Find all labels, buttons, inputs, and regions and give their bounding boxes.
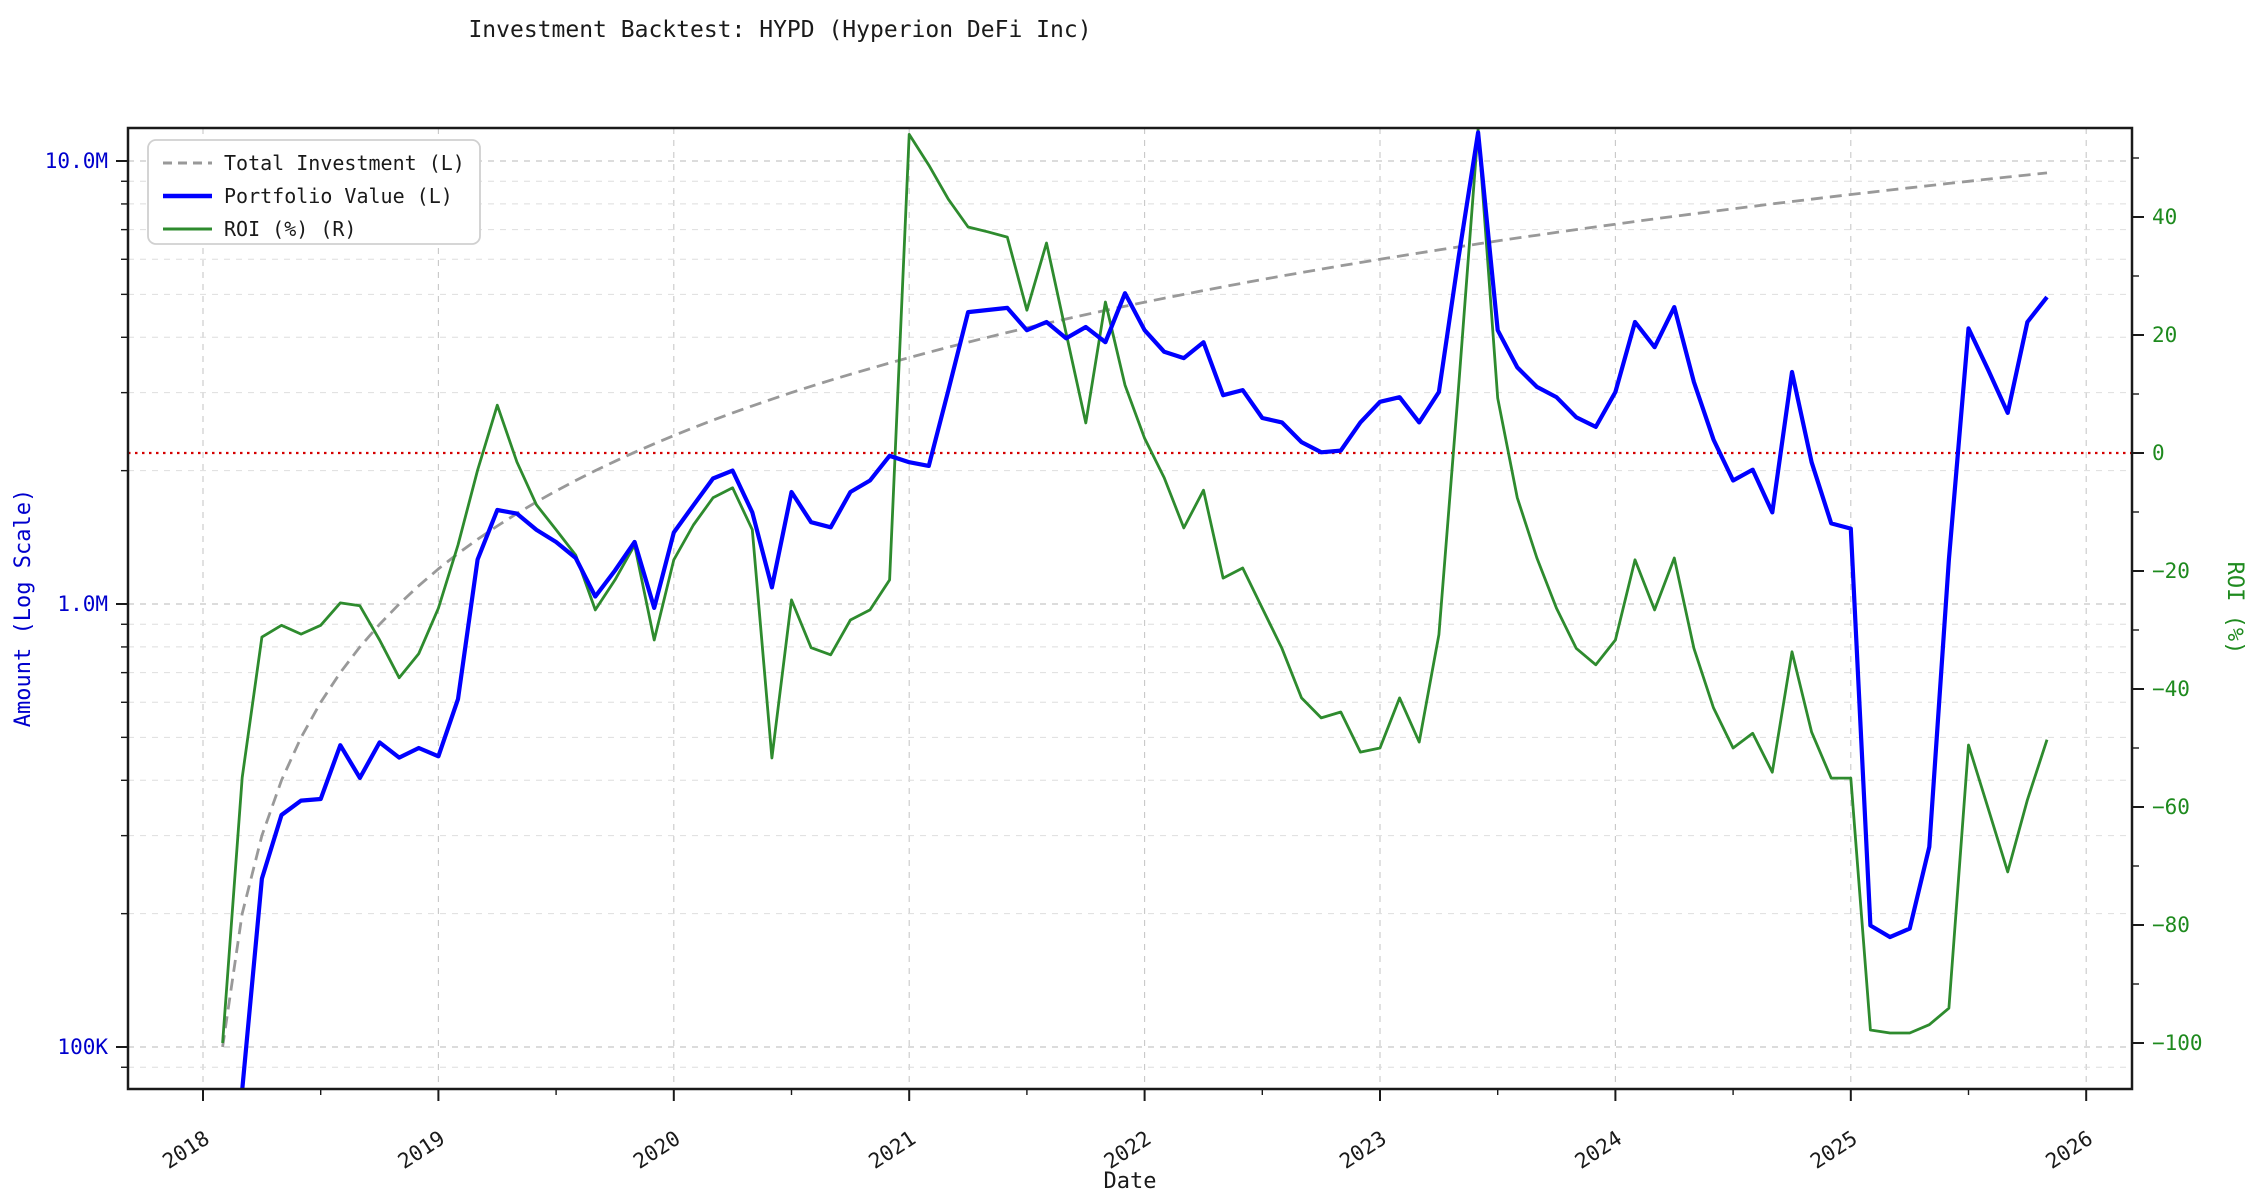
svg-text:−40: −40 bbox=[2152, 677, 2190, 701]
svg-text:2020: 2020 bbox=[629, 1126, 684, 1174]
right-axis-label: ROI (%) bbox=[2222, 562, 2247, 655]
svg-text:−80: −80 bbox=[2152, 913, 2190, 937]
plot-frame bbox=[126, 126, 2134, 1091]
chart-title: Investment Backtest: HYPD (Hyperion DeFi… bbox=[468, 17, 1091, 43]
svg-text:−60: −60 bbox=[2152, 795, 2190, 819]
svg-text:2023: 2023 bbox=[1335, 1126, 1390, 1174]
svg-text:20: 20 bbox=[2152, 323, 2177, 347]
series-lines bbox=[221, 128, 2049, 1089]
legend: Total Investment (L) Portfolio Value (L)… bbox=[147, 139, 481, 245]
legend-item-total-investment: Total Investment (L) bbox=[163, 151, 465, 175]
svg-text:0: 0 bbox=[2152, 441, 2165, 465]
svg-text:−20: −20 bbox=[2152, 559, 2190, 583]
legend-label-total-investment: Total Investment (L) bbox=[224, 151, 465, 175]
grid bbox=[128, 128, 2132, 1089]
svg-text:2019: 2019 bbox=[394, 1126, 449, 1174]
svg-text:2021: 2021 bbox=[864, 1126, 919, 1174]
svg-text:2024: 2024 bbox=[1571, 1126, 1626, 1174]
svg-text:2018: 2018 bbox=[158, 1126, 213, 1174]
svg-text:1.0M: 1.0M bbox=[57, 592, 108, 616]
legend-item-roi: ROI (%) (R) bbox=[163, 217, 356, 241]
left-axis-label: Amount (Log Scale) bbox=[11, 489, 36, 727]
svg-text:2025: 2025 bbox=[1806, 1126, 1861, 1174]
legend-label-roi: ROI (%) (R) bbox=[224, 217, 356, 241]
svg-text:10.0M: 10.0M bbox=[45, 149, 108, 173]
x-axis-label: Date bbox=[1104, 1169, 1157, 1194]
svg-text:−100: −100 bbox=[2152, 1031, 2203, 1055]
svg-text:2022: 2022 bbox=[1100, 1126, 1155, 1174]
legend-label-portfolio-value: Portfolio Value (L) bbox=[224, 184, 453, 208]
legend-item-portfolio-value: Portfolio Value (L) bbox=[163, 184, 453, 208]
axis-ticks: 2018 2019 2020 2021 2022 2023 2024 2025 2026 100K… bbox=[45, 149, 2203, 1174]
svg-text:40: 40 bbox=[2152, 205, 2177, 229]
svg-text:100K: 100K bbox=[57, 1035, 108, 1059]
legend-box bbox=[147, 139, 481, 245]
svg-text:2026: 2026 bbox=[2041, 1126, 2096, 1174]
